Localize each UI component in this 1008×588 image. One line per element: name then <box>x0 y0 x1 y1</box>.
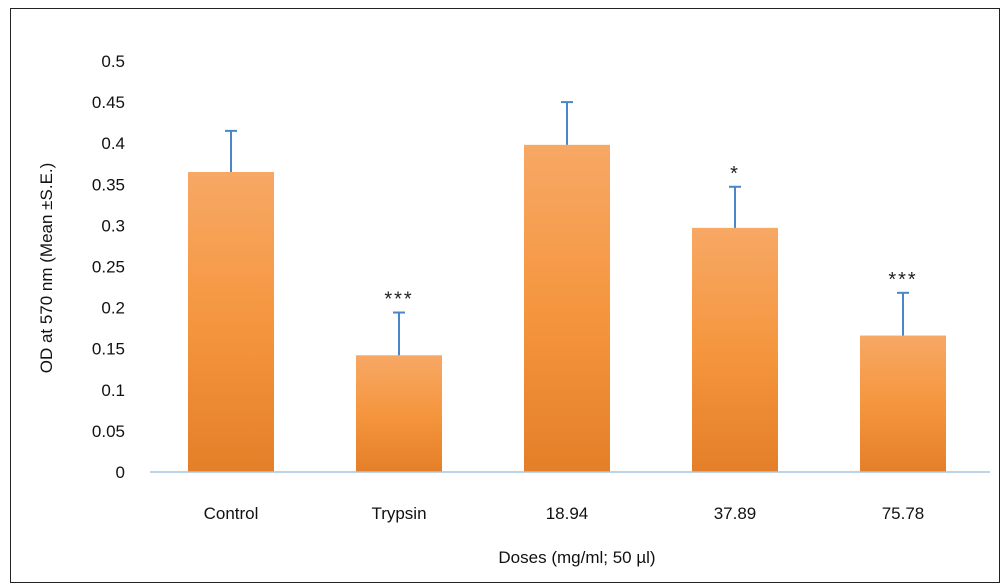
bar <box>188 171 274 472</box>
y-axis-ticks: 0 0.05 0.1 0.15 0.2 0.25 0.3 0.35 0.4 0.45 0.5 <box>92 52 125 482</box>
y-tick-label: 0.35 <box>92 175 125 194</box>
y-tick-label: 0.15 <box>92 340 125 359</box>
y-tick-label: 0.3 <box>101 216 125 235</box>
x-axis-labels: Control Trypsin 18.94 37.89 75.78 <box>204 504 925 523</box>
x-tick-label: Control <box>204 504 259 523</box>
significance-label: * <box>730 163 740 185</box>
y-tick-label: 0.2 <box>101 299 125 318</box>
bar <box>692 227 778 472</box>
y-tick-label: 0.25 <box>92 258 125 277</box>
x-tick-label: 37.89 <box>714 504 757 523</box>
y-tick-label: 0.5 <box>101 52 125 71</box>
y-tick-label: 0.1 <box>101 381 125 400</box>
significance-label: *** <box>384 289 413 311</box>
bars: ******* <box>188 101 946 472</box>
y-tick-label: 0.45 <box>92 93 125 112</box>
bar <box>356 355 442 472</box>
x-tick-label: 18.94 <box>546 504 589 523</box>
y-tick-label: 0.4 <box>101 134 125 153</box>
x-axis-title: Doses (mg/ml; 50 µl) <box>498 548 655 567</box>
y-axis-title: OD at 570 nm (Mean ±S.E.) <box>37 163 56 374</box>
x-tick-label: Trypsin <box>371 504 426 523</box>
significance-label: *** <box>888 269 917 291</box>
x-tick-label: 75.78 <box>882 504 925 523</box>
bar <box>524 144 610 472</box>
chart-frame <box>10 8 1000 583</box>
bar <box>860 335 946 472</box>
y-tick-label: 0 <box>116 463 125 482</box>
y-tick-label: 0.05 <box>92 422 125 441</box>
